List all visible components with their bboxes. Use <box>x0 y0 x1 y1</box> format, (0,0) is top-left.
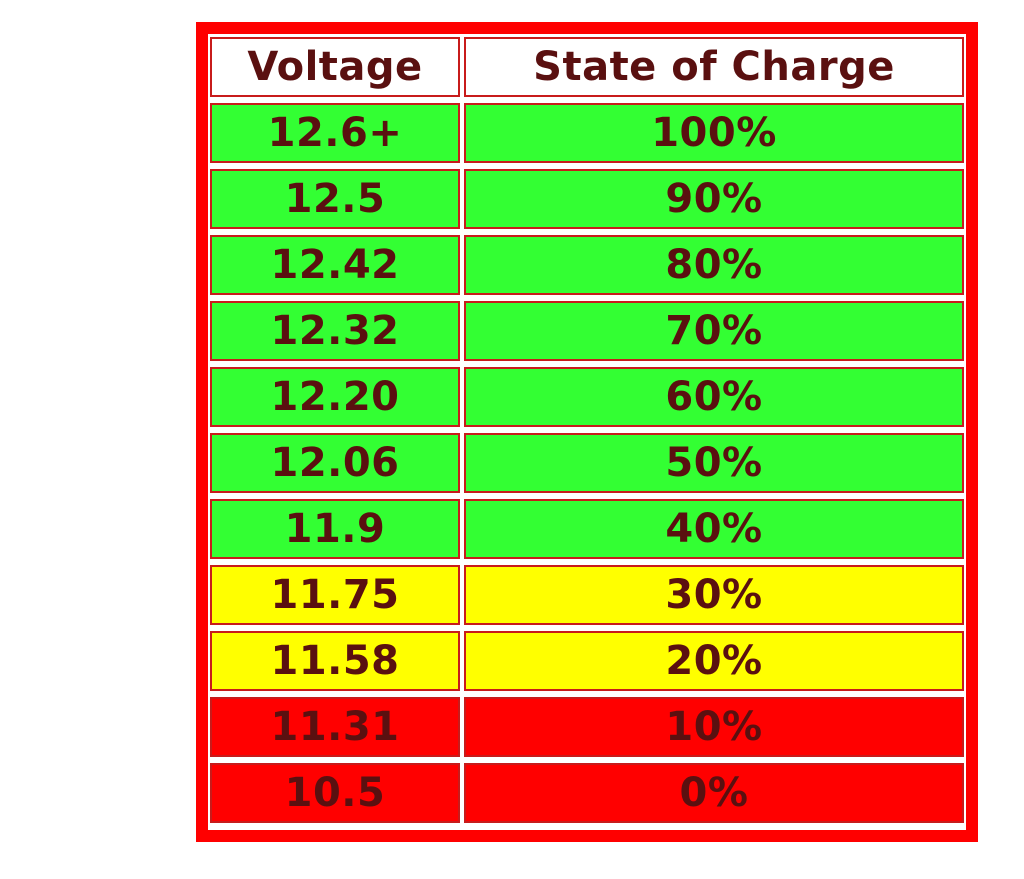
charge-cell: 100% <box>464 103 964 163</box>
voltage-cell: 12.06 <box>210 433 460 493</box>
voltage-cell: 11.9 <box>210 499 460 559</box>
table-row: 11.31 10% <box>208 694 966 760</box>
voltage-cell: 12.32 <box>210 301 460 361</box>
voltage-cell: 12.42 <box>210 235 460 295</box>
voltage-cell: 11.31 <box>210 697 460 757</box>
voltage-cell: 12.20 <box>210 367 460 427</box>
header-state-of-charge: State of Charge <box>464 37 964 97</box>
charge-cell: 10% <box>464 697 964 757</box>
table-row: 12.42 80% <box>208 232 966 298</box>
battery-charge-table: Voltage State of Charge 12.6+ 100% 12.5 90%… <box>196 22 978 842</box>
table-row: 12.32 70% <box>208 298 966 364</box>
voltage-cell: 12.6+ <box>210 103 460 163</box>
charge-cell: 50% <box>464 433 964 493</box>
header-voltage: Voltage <box>210 37 460 97</box>
charge-cell: 70% <box>464 301 964 361</box>
charge-cell: 0% <box>464 763 964 823</box>
charge-cell: 30% <box>464 565 964 625</box>
table-body: Voltage State of Charge 12.6+ 100% 12.5 90%… <box>208 34 966 830</box>
table-row: 11.9 40% <box>208 496 966 562</box>
voltage-cell: 10.5 <box>210 763 460 823</box>
table-row: 12.06 50% <box>208 430 966 496</box>
table-row: 10.5 0% <box>208 760 966 826</box>
table-row: 12.5 90% <box>208 166 966 232</box>
table-row: 11.58 20% <box>208 628 966 694</box>
table-row: 12.6+ 100% <box>208 100 966 166</box>
table-row: 12.20 60% <box>208 364 966 430</box>
charge-cell: 20% <box>464 631 964 691</box>
header-row: Voltage State of Charge <box>208 34 966 100</box>
table-row: 11.75 30% <box>208 562 966 628</box>
voltage-cell: 11.75 <box>210 565 460 625</box>
charge-cell: 60% <box>464 367 964 427</box>
voltage-cell: 12.5 <box>210 169 460 229</box>
charge-cell: 40% <box>464 499 964 559</box>
charge-cell: 90% <box>464 169 964 229</box>
voltage-cell: 11.58 <box>210 631 460 691</box>
charge-cell: 80% <box>464 235 964 295</box>
